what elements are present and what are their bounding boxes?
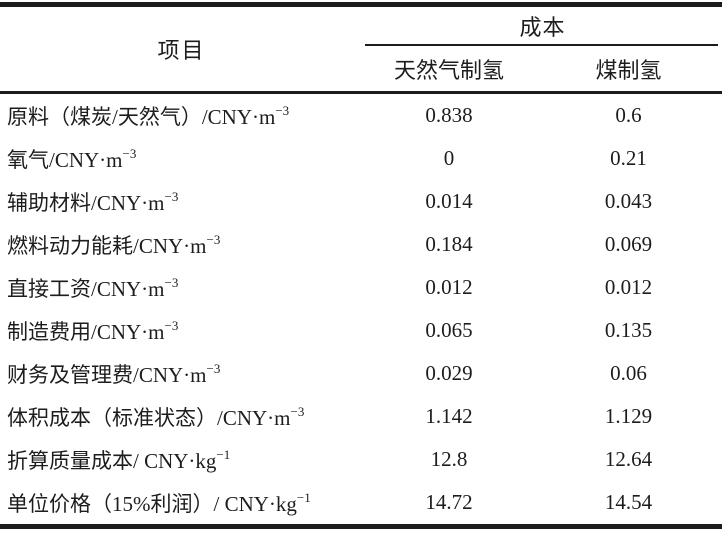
header-coal: 煤制氢 (595, 57, 662, 83)
table-row: 财务及管理费/CNY·m−3 0.029 0.06 (0, 352, 722, 395)
header-cost-group: 成本 天然气制氢 煤制氢 (363, 7, 722, 91)
coal-value: 0.21 (610, 146, 647, 170)
table-row: 原料（煤炭/天然气）/CNY·m−3 0.838 0.6 (0, 94, 722, 137)
natural-gas-value: 0 (443, 146, 455, 170)
row-label-text: 燃料动力能耗/CNY·m (7, 233, 207, 258)
coal-value: 0.043 (604, 189, 653, 213)
coal-value: 0.135 (604, 318, 653, 342)
natural-gas-value: 12.8 (430, 447, 468, 471)
natural-gas-value: 0.184 (425, 232, 473, 256)
natural-gas-value: 0.838 (425, 103, 473, 127)
row-label-text: 财务及管理费/CNY·m (7, 362, 207, 387)
row-label-text: 单位价格（15%利润）/ CNY·kg (7, 491, 297, 516)
coal-value: 0.069 (604, 232, 653, 256)
table-body: 原料（煤炭/天然气）/CNY·m−3 0.838 0.6 氧气/CNY·m−3 … (0, 94, 722, 524)
row-label: 财务及管理费/CNY·m−3 (0, 359, 363, 389)
row-label: 燃料动力能耗/CNY·m−3 (0, 230, 363, 260)
natural-gas-value: 1.142 (425, 404, 473, 428)
row-label-superscript: −3 (164, 317, 179, 333)
row-label: 折算质量成本/ CNY·kg−1 (0, 445, 363, 475)
natural-gas-value: 0.029 (425, 361, 473, 385)
row-label-text: 直接工资/CNY·m (7, 276, 165, 301)
table-row: 氧气/CNY·m−3 0 0.21 (0, 137, 722, 180)
natural-gas-value: 0.065 (425, 318, 473, 342)
coal-value: 0.06 (610, 361, 647, 385)
row-label-superscript: −3 (164, 188, 179, 204)
natural-gas-value: 0.014 (425, 189, 473, 213)
row-label-text: 体积成本（标准状态）/CNY·m (7, 405, 291, 430)
coal-value: 14.54 (604, 490, 653, 514)
row-label-text: 制造费用/CNY·m (7, 319, 165, 344)
coal-value: 1.129 (604, 404, 653, 428)
row-label-superscript: −3 (275, 102, 290, 118)
row-label: 直接工资/CNY·m−3 (0, 273, 363, 303)
header-cost-label: 成本 (519, 14, 566, 40)
table-top-rule (0, 2, 722, 7)
row-label-superscript: −3 (206, 231, 221, 247)
row-label-superscript: −3 (290, 403, 305, 419)
row-label-text: 折算质量成本/ CNY·kg (7, 448, 217, 473)
cost-group-underline (365, 44, 718, 46)
table-row: 燃料动力能耗/CNY·m−3 0.184 0.069 (0, 223, 722, 266)
row-label: 辅助材料/CNY·m−3 (0, 187, 363, 217)
coal-value: 12.64 (604, 447, 653, 471)
row-label-text: 原料（煤炭/天然气）/CNY·m (7, 104, 276, 129)
row-label-text: 辅助材料/CNY·m (7, 190, 165, 215)
table-row: 制造费用/CNY·m−3 0.065 0.135 (0, 309, 722, 352)
table-row: 体积成本（标准状态）/CNY·m−3 1.142 1.129 (0, 395, 722, 438)
row-label-superscript: −3 (122, 145, 137, 161)
row-label-text: 氧气/CNY·m (7, 147, 123, 172)
row-label-superscript: −3 (164, 274, 179, 290)
row-label-superscript: −3 (206, 360, 221, 376)
coal-value: 0.6 (615, 103, 642, 127)
natural-gas-value: 0.012 (425, 275, 473, 299)
header-natural-gas: 天然气制氢 (393, 57, 504, 83)
row-label: 氧气/CNY·m−3 (0, 144, 363, 174)
table-row: 单位价格（15%利润）/ CNY·kg−1 14.72 14.54 (0, 481, 722, 524)
row-label-superscript: −1 (216, 446, 231, 462)
row-label-superscript: −1 (296, 489, 311, 505)
table-bottom-rule (0, 524, 722, 529)
header-bottom-rule (0, 91, 722, 94)
table-header: 项目 成本 天然气制氢 煤制氢 (0, 7, 722, 91)
header-subcolumns: 天然气制氢 煤制氢 (363, 46, 722, 91)
row-label: 原料（煤炭/天然气）/CNY·m−3 (0, 101, 363, 131)
row-label: 单位价格（15%利润）/ CNY·kg−1 (0, 488, 363, 518)
row-label: 体积成本（标准状态）/CNY·m−3 (0, 402, 363, 432)
header-item-cell: 项目 (157, 38, 206, 63)
row-label: 制造费用/CNY·m−3 (0, 316, 363, 346)
table-row: 折算质量成本/ CNY·kg−1 12.8 12.64 (0, 438, 722, 481)
coal-value: 0.012 (604, 275, 653, 299)
table-row: 辅助材料/CNY·m−3 0.014 0.043 (0, 180, 722, 223)
table-row: 直接工资/CNY·m−3 0.012 0.012 (0, 266, 722, 309)
natural-gas-value: 14.72 (425, 490, 473, 514)
